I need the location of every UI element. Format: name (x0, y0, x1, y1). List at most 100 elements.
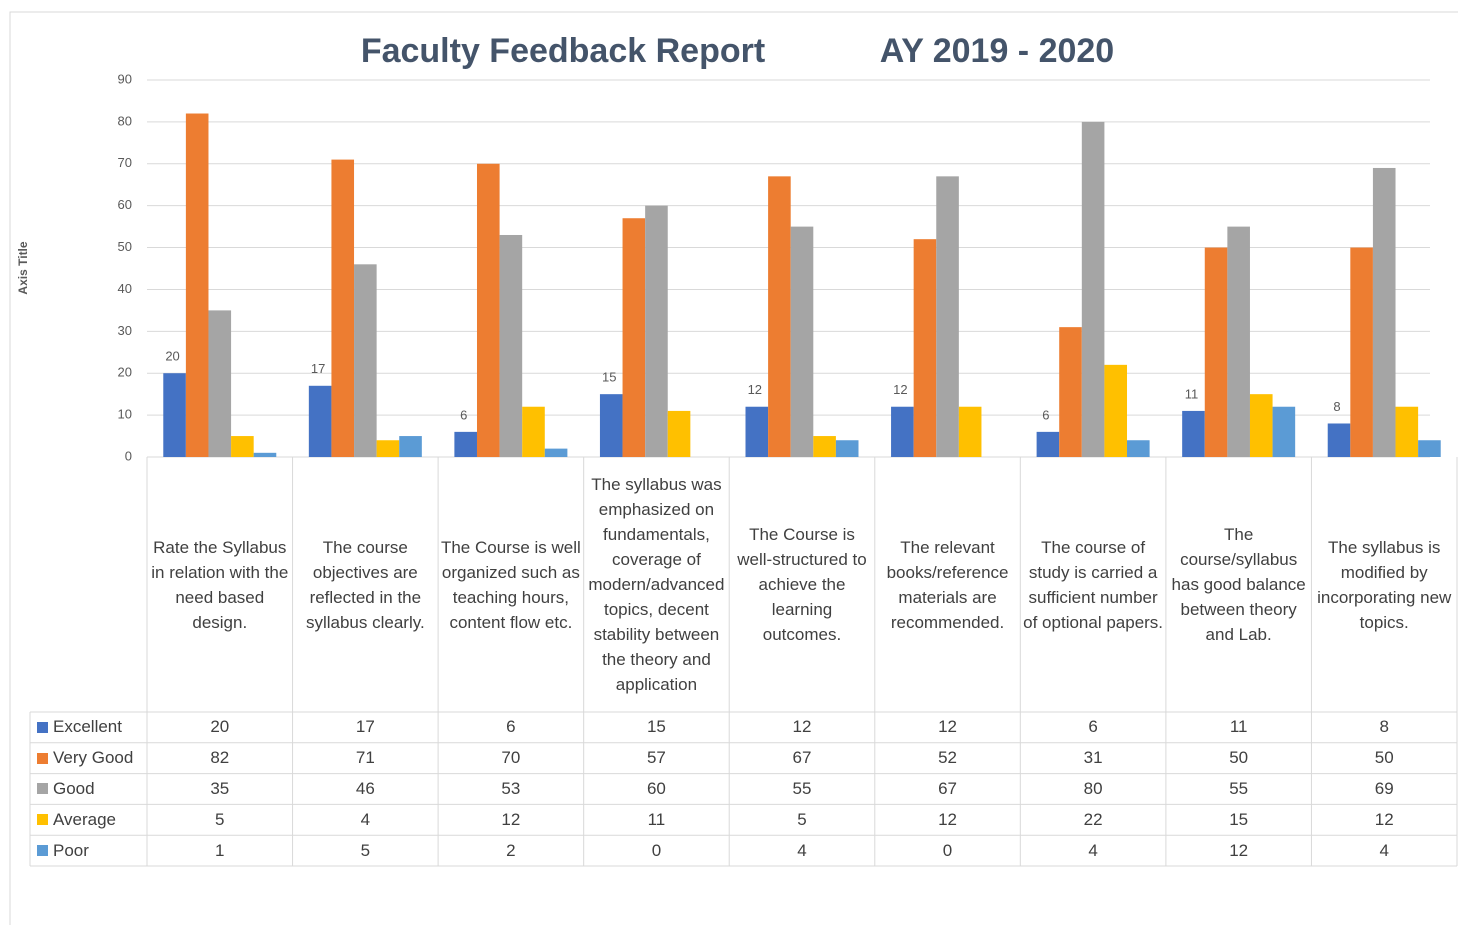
x-tick-label: The syllabus was emphasized on fundament… (588, 475, 725, 694)
table-cell: 35 (210, 778, 230, 798)
bar (1372, 167, 1396, 457)
bar (454, 431, 477, 457)
y-tick-label: 50 (118, 239, 132, 254)
legend-swatch (37, 721, 48, 733)
data-label: 12 (748, 382, 762, 397)
table-cell: 12 (938, 717, 957, 737)
table-cell: 50 (1229, 748, 1249, 768)
data-label: 6 (460, 407, 467, 422)
table-cell: 55 (1229, 778, 1249, 798)
data-label: 15 (602, 370, 616, 385)
table-cell: 60 (646, 778, 666, 798)
table-cell: 70 (501, 748, 521, 768)
bar (745, 406, 769, 457)
x-tick-label: The course of study is carried a suffici… (1023, 537, 1164, 632)
table-cell: 4 (1379, 840, 1389, 860)
bar (185, 113, 209, 457)
table-cell: 4 (797, 840, 807, 860)
table-cell: 52 (938, 748, 957, 768)
y-tick-label: 0 (125, 448, 132, 463)
table-cell: 31 (1083, 748, 1103, 768)
bar (1204, 247, 1228, 457)
table-cell: 17 (355, 717, 375, 737)
bar (354, 264, 377, 457)
bar (1272, 406, 1296, 457)
bar (667, 410, 691, 457)
table-cell: 0 (651, 840, 662, 860)
bar (1104, 364, 1128, 457)
bar (163, 373, 186, 457)
data-label: 8 (1333, 399, 1340, 414)
y-tick-label: 90 (118, 71, 132, 86)
y-tick-label: 40 (118, 281, 132, 296)
table-cell: 15 (646, 717, 666, 737)
data-label: 11 (1185, 386, 1199, 401)
table-cell: 67 (792, 748, 812, 768)
x-tick-label: The relevant books/reference materials a… (886, 537, 1009, 632)
bar (835, 440, 859, 457)
table-cell: 12 (501, 809, 521, 829)
legend-swatch (37, 845, 48, 857)
legend-entry: Average (30, 804, 147, 835)
table-cell: 15 (1229, 809, 1249, 829)
table-cell: 6 (1088, 717, 1098, 737)
x-tick-label: The course/syllabus has good balance bet… (1171, 525, 1306, 644)
table-cell: 82 (210, 748, 230, 768)
table-cell: 4 (1088, 840, 1098, 860)
data-label: 17 (311, 361, 325, 376)
bar (499, 234, 523, 457)
legend-entry: Poor (30, 835, 147, 866)
legend-label: Very Good (53, 748, 134, 768)
legend-label: Good (53, 778, 95, 798)
bar (399, 436, 422, 457)
bar (958, 406, 982, 457)
bar (1081, 121, 1105, 457)
y-axis-title: Axis Title (16, 241, 30, 294)
bar (208, 310, 232, 457)
legend-swatch (37, 814, 48, 826)
bar (790, 226, 814, 457)
bar (1059, 327, 1082, 457)
legend-entry: Excellent (30, 712, 147, 743)
bar (1327, 423, 1351, 457)
bar (768, 176, 791, 457)
table-cell: 5 (797, 809, 807, 829)
table-cell: 46 (355, 778, 375, 798)
chart-frame (9, 11, 1458, 925)
bar (376, 440, 400, 457)
data-label: 20 (165, 349, 179, 364)
y-tick-label: 10 (118, 407, 132, 422)
table-cell: 12 (938, 809, 957, 829)
bar (1182, 410, 1205, 457)
bar (1350, 247, 1373, 457)
legend-entry: Very Good (30, 743, 147, 774)
table-cell: 4 (360, 809, 371, 829)
bar (1036, 431, 1060, 457)
bar (476, 163, 500, 457)
legend-label: Poor (53, 840, 89, 860)
bar (1249, 394, 1273, 457)
table-cell: 55 (792, 778, 812, 798)
y-tick-label: 20 (118, 365, 132, 380)
bar (1227, 226, 1250, 457)
table-cell: 22 (1083, 809, 1103, 829)
legend-label: Average (53, 809, 117, 829)
x-tick-label: The Course is well-structured to achieve… (737, 525, 867, 644)
table-cell: 69 (1374, 778, 1394, 798)
table-cell: 53 (501, 778, 521, 798)
table-cell: 5 (360, 840, 371, 860)
x-tick-label: The Course is well organized such as tea… (440, 537, 581, 632)
x-tick-label: The course objectives are reflected in t… (305, 537, 425, 632)
x-tick-label: The syllabus is modified by incorporatin… (1317, 537, 1452, 632)
bar (599, 394, 623, 457)
table-cell: 57 (646, 748, 666, 768)
bar (645, 205, 668, 457)
x-tick-label: Rate the Syllabus in relation with the n… (151, 537, 289, 632)
table-cell: 71 (355, 748, 375, 768)
table-cell: 80 (1083, 778, 1103, 798)
table-cell: 2 (506, 840, 516, 860)
table-cell: 12 (1374, 809, 1394, 829)
table-cell: 67 (938, 778, 957, 798)
